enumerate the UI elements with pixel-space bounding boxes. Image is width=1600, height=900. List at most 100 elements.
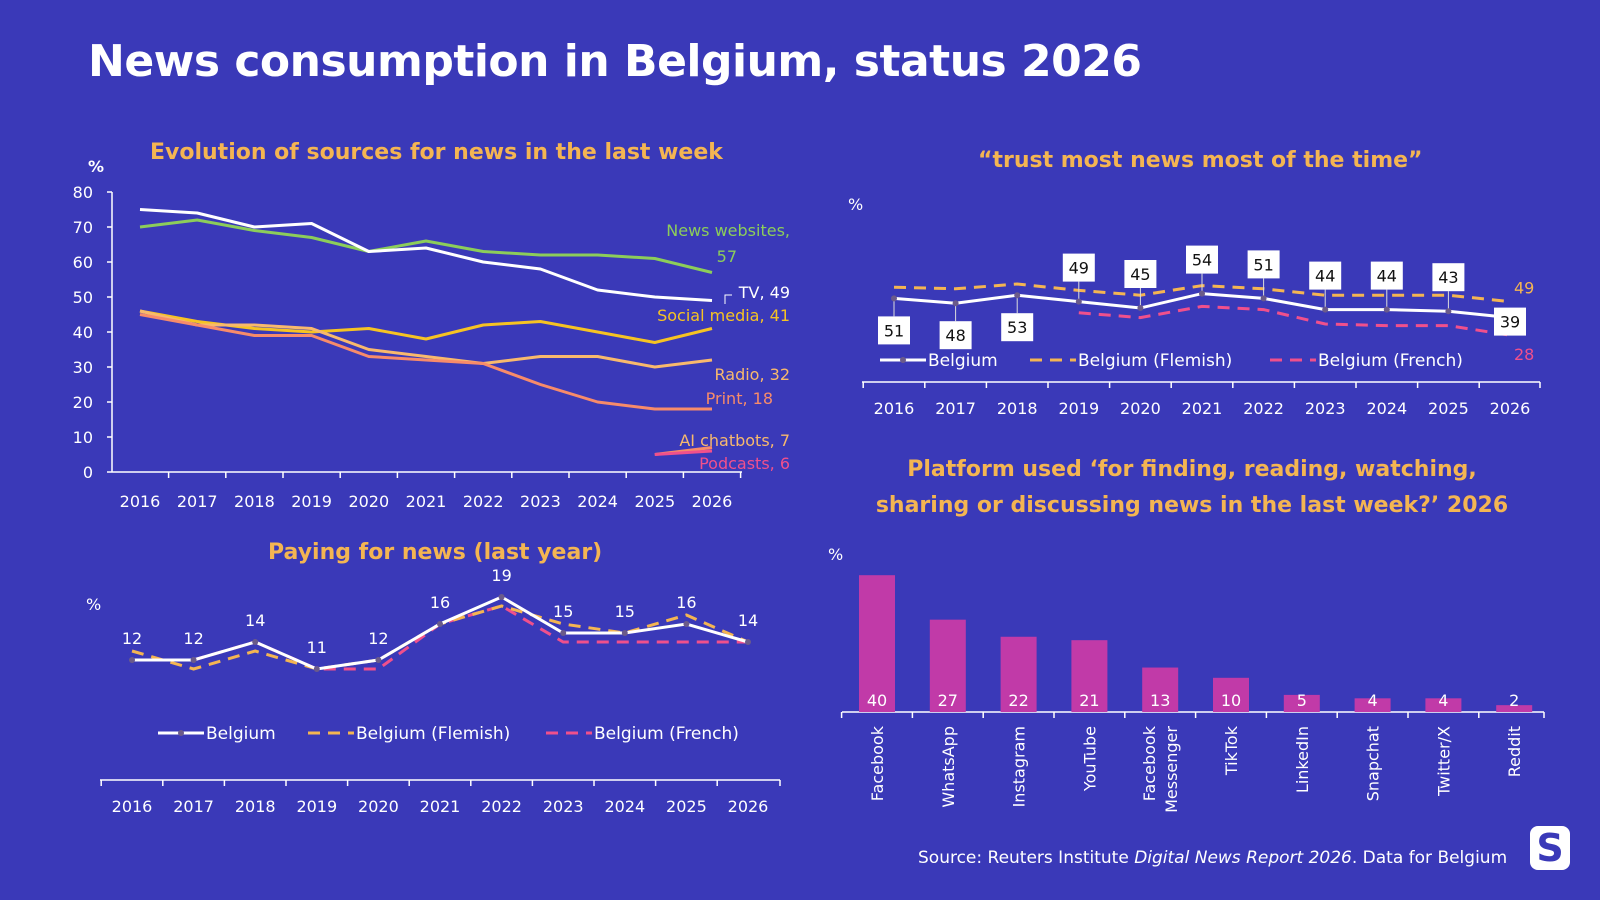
trust-legend-label: Belgium (French)	[1318, 351, 1463, 371]
bar-snapchat	[1354, 698, 1391, 712]
paying-x-tick-label: 2025	[666, 797, 707, 816]
bar-value-youtube: 21	[1079, 691, 1099, 710]
source-note: Source: Reuters Institute Digital News R…	[918, 848, 1507, 868]
trust-x-tick-label: 2024	[1366, 399, 1407, 418]
trust-data-label-box	[1309, 261, 1342, 290]
trust-point-belgium	[1322, 306, 1329, 313]
trust-point-belgium	[952, 300, 959, 307]
trust-data-label: 51	[1253, 255, 1273, 274]
sources-x-tick-label: 2018	[234, 492, 275, 511]
trust-data-label-box	[1370, 261, 1403, 290]
paying-data-label: 12	[368, 629, 388, 648]
trust-data-label-box	[1494, 307, 1526, 336]
paying-point-belgium	[375, 657, 382, 663]
trust-point-belgium	[1199, 290, 1205, 297]
bar-value-whatsapp: 27	[938, 691, 958, 710]
trust-x-tick-label: 2018	[997, 399, 1038, 418]
paying-x-tick-label: 2018	[235, 797, 276, 816]
trust-data-label: 39	[1500, 313, 1520, 332]
sources-x-tick-label: 2016	[120, 492, 161, 511]
paying-x-tick-label: 2017	[173, 797, 214, 816]
sources-y-tick-label: 70	[73, 218, 93, 237]
trust-point-belgium	[1383, 306, 1390, 313]
label-ai-chatbots: AI chatbots, 7	[679, 431, 790, 450]
trust-x-tick-label: 2025	[1428, 399, 1469, 418]
bar-value-snapchat: 4	[1368, 691, 1378, 710]
trust-data-label: 49	[1069, 259, 1089, 278]
bar-facebook-messenger	[1142, 667, 1179, 712]
bar-linkedin	[1283, 694, 1320, 712]
trust-point-belgium	[1137, 305, 1144, 311]
label-news-websites: News websites,	[666, 221, 790, 240]
source-prefix: Source: Reuters Institute	[918, 848, 1135, 868]
paying-data-label: 11	[307, 638, 327, 657]
bar-instagram	[1000, 636, 1037, 712]
bar-whatsapp	[929, 619, 966, 712]
platforms-category-label: Facebook	[868, 725, 887, 801]
sources-y-tick-label: 10	[73, 428, 93, 447]
platforms-category-label: YouTube	[1080, 726, 1099, 792]
sources-y-tick-label: 30	[73, 358, 93, 377]
paying-data-label: 12	[183, 629, 203, 648]
sources-x-tick-label: 2022	[463, 492, 504, 511]
line-social-media	[139, 309, 713, 344]
trust-chart-title: “trust most news most of the time”	[978, 148, 1423, 173]
sources-y-tick-label: 20	[73, 393, 93, 412]
trust-end-label-flemish: 49	[1514, 279, 1534, 298]
bar-twitter-x	[1425, 698, 1462, 712]
trust-end-label-french: 28	[1514, 345, 1534, 364]
label-print: Print, 18	[706, 389, 773, 408]
paying-data-label: 15	[553, 602, 573, 621]
platforms-y-unit: %	[828, 545, 843, 564]
sources-y-tick-label: 0	[83, 463, 93, 482]
bar-value-facebook-messenger: 13	[1150, 691, 1170, 710]
bar-value-reddit: 2	[1509, 691, 1519, 710]
paying-point-belgium	[745, 639, 751, 645]
sources-x-tick-label: 2023	[520, 492, 561, 511]
paying-point-belgium	[190, 657, 197, 663]
bar-facebook	[859, 575, 895, 712]
paying-data-label: 16	[676, 593, 696, 612]
sources-x-tick-label: 2017	[177, 492, 218, 511]
platforms-category-label: Instagram	[1010, 726, 1029, 807]
sources-y-tick-label: 40	[73, 323, 93, 342]
paying-line-belgium-french	[132, 604, 748, 671]
paying-point-belgium	[437, 621, 443, 627]
sources-x-tick-label: 2019	[291, 492, 332, 511]
bar-value-tiktok: 10	[1221, 691, 1241, 710]
platforms-category-label: LinkedIn	[1293, 726, 1312, 793]
trust-data-label-box	[878, 316, 910, 345]
paying-x-tick-label: 2019	[296, 797, 337, 816]
label-podcasts: Podcasts, 6	[699, 454, 790, 473]
line-print	[139, 313, 712, 411]
paying-data-label: 14	[245, 611, 265, 630]
sources-x-tick-label: 2026	[692, 492, 733, 511]
trust-x-tick-label: 2026	[1490, 399, 1531, 418]
sources-y-tick-label: 50	[73, 288, 93, 307]
trust-point-belgium	[1260, 295, 1267, 302]
sources-x-tick-label: 2020	[348, 492, 389, 511]
bar-value-twitter-x: 4	[1438, 691, 1448, 710]
trust-point-belgium	[1445, 308, 1452, 315]
paying-x-tick-label: 2023	[543, 797, 584, 816]
trust-point-belgium	[1014, 292, 1021, 299]
sources-y-tick-label: 60	[73, 253, 93, 272]
label-news-websites-value: 57	[717, 247, 737, 266]
trust-data-label: 44	[1315, 267, 1335, 286]
paying-point-belgium	[621, 630, 628, 636]
trust-x-tick-label: 2023	[1305, 399, 1346, 418]
trust-x-tick-label: 2021	[1182, 399, 1223, 418]
platforms-category-label: Reddit	[1505, 726, 1524, 777]
trust-data-label-box	[1001, 313, 1034, 342]
paying-legend-label: Belgium (French)	[594, 724, 739, 744]
line-news-websites	[139, 218, 713, 274]
paying-data-label: 19	[491, 566, 511, 585]
paying-x-tick-label: 2021	[420, 797, 461, 816]
paying-x-tick-label: 2024	[604, 797, 645, 816]
bar-youtube	[1071, 640, 1108, 712]
paying-x-tick-label: 2026	[728, 797, 769, 816]
paying-data-label: 14	[738, 611, 758, 630]
label-radio: Radio, 32	[715, 365, 791, 384]
bar-reddit	[1496, 705, 1533, 712]
paying-point-belgium	[560, 630, 567, 636]
